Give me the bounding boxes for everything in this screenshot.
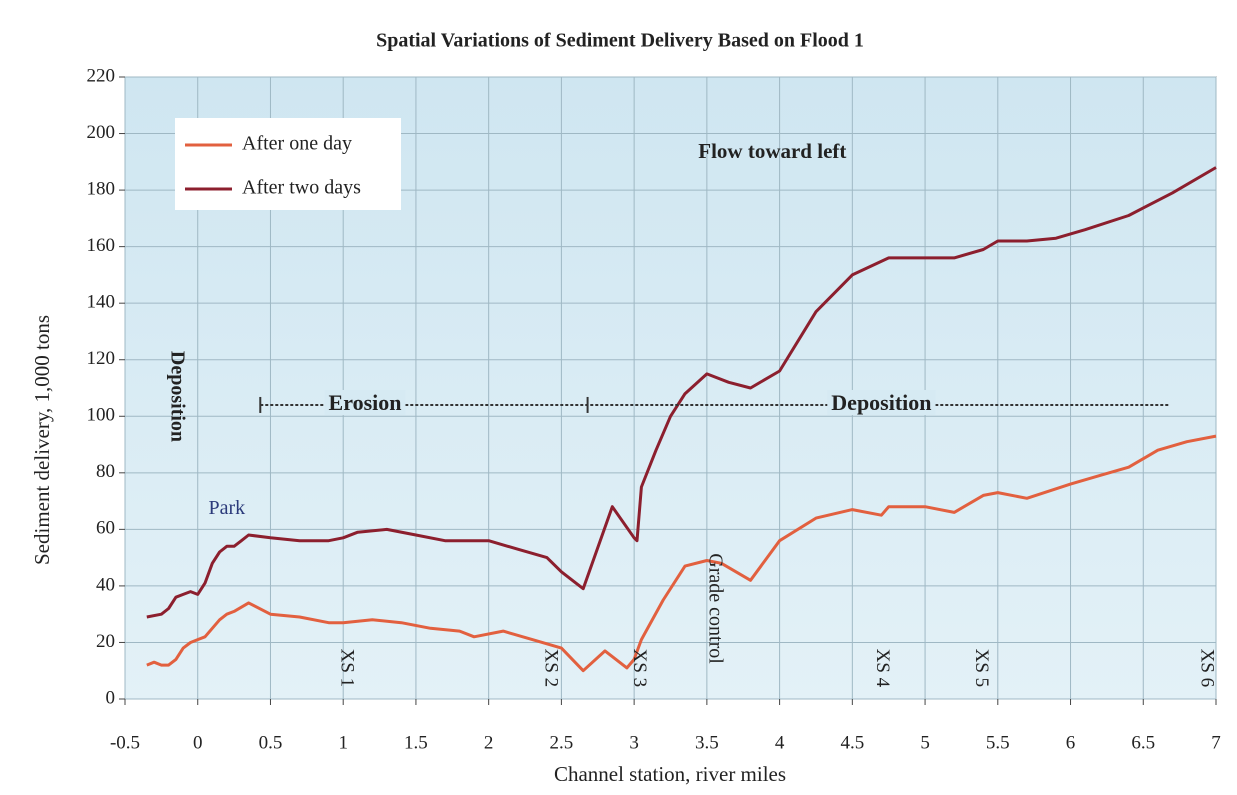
x-axis-label: Channel station, river miles	[554, 762, 786, 786]
x-tick-label: 1	[338, 732, 348, 753]
y-tick-label: 200	[87, 122, 116, 143]
series-line	[146, 166, 1217, 619]
y-tick-label: 60	[96, 518, 115, 539]
x-tick-label: 6	[1066, 732, 1076, 753]
y-tick-label: 180	[87, 178, 116, 199]
annotation: XS 4	[872, 649, 893, 688]
x-tick-label: 0	[193, 732, 203, 753]
x-tick-label: 4	[775, 732, 785, 753]
x-tick-label: 1.5	[404, 732, 428, 753]
annotation-bg	[324, 390, 406, 416]
y-tick-label: 80	[96, 461, 115, 482]
x-tick-label: 2	[484, 732, 494, 753]
x-tick-label: -0.5	[110, 732, 140, 753]
x-tick-label: 0.5	[259, 732, 283, 753]
y-tick-label: 140	[87, 292, 116, 313]
annotation: Grade control	[705, 553, 727, 664]
annotation: Erosion	[329, 390, 402, 415]
series-line	[146, 434, 1217, 673]
annotation: XS 5	[971, 649, 992, 688]
y-tick-label: 40	[96, 574, 115, 595]
legend	[175, 118, 401, 210]
annotation: Deposition	[166, 351, 188, 442]
x-tick-label: 4.5	[840, 732, 864, 753]
annotation: Deposition	[831, 390, 931, 415]
legend-label: After two days	[242, 177, 361, 199]
annotation: Park	[208, 497, 245, 519]
y-tick-label: 0	[106, 687, 116, 708]
annotation-bg	[827, 390, 936, 416]
y-tick-label: 20	[96, 631, 115, 652]
y-tick-label: 220	[87, 65, 116, 86]
x-tick-label: 6.5	[1131, 732, 1155, 753]
x-tick-label: 3.5	[695, 732, 719, 753]
annotation: XS 3	[629, 649, 650, 688]
chart-title: Spatial Variations of Sediment Delivery …	[376, 30, 864, 52]
x-tick-label: 5.5	[986, 732, 1010, 753]
y-axis-label: Sediment delivery, 1,000 tons	[30, 315, 54, 565]
y-tick-label: 120	[87, 348, 116, 369]
x-tick-label: 3	[629, 732, 639, 753]
y-tick-label: 100	[87, 405, 116, 426]
x-tick-label: 7	[1211, 732, 1221, 753]
x-tick-label: 5	[920, 732, 930, 753]
annotation: XS 2	[540, 649, 561, 688]
x-tick-label: 2.5	[550, 732, 574, 753]
annotation: XS 1	[337, 649, 358, 688]
y-tick-label: 160	[87, 235, 116, 256]
legend-label: After one day	[242, 133, 352, 155]
annotation: XS 6	[1196, 649, 1217, 688]
annotation: Flow toward left	[698, 139, 846, 163]
